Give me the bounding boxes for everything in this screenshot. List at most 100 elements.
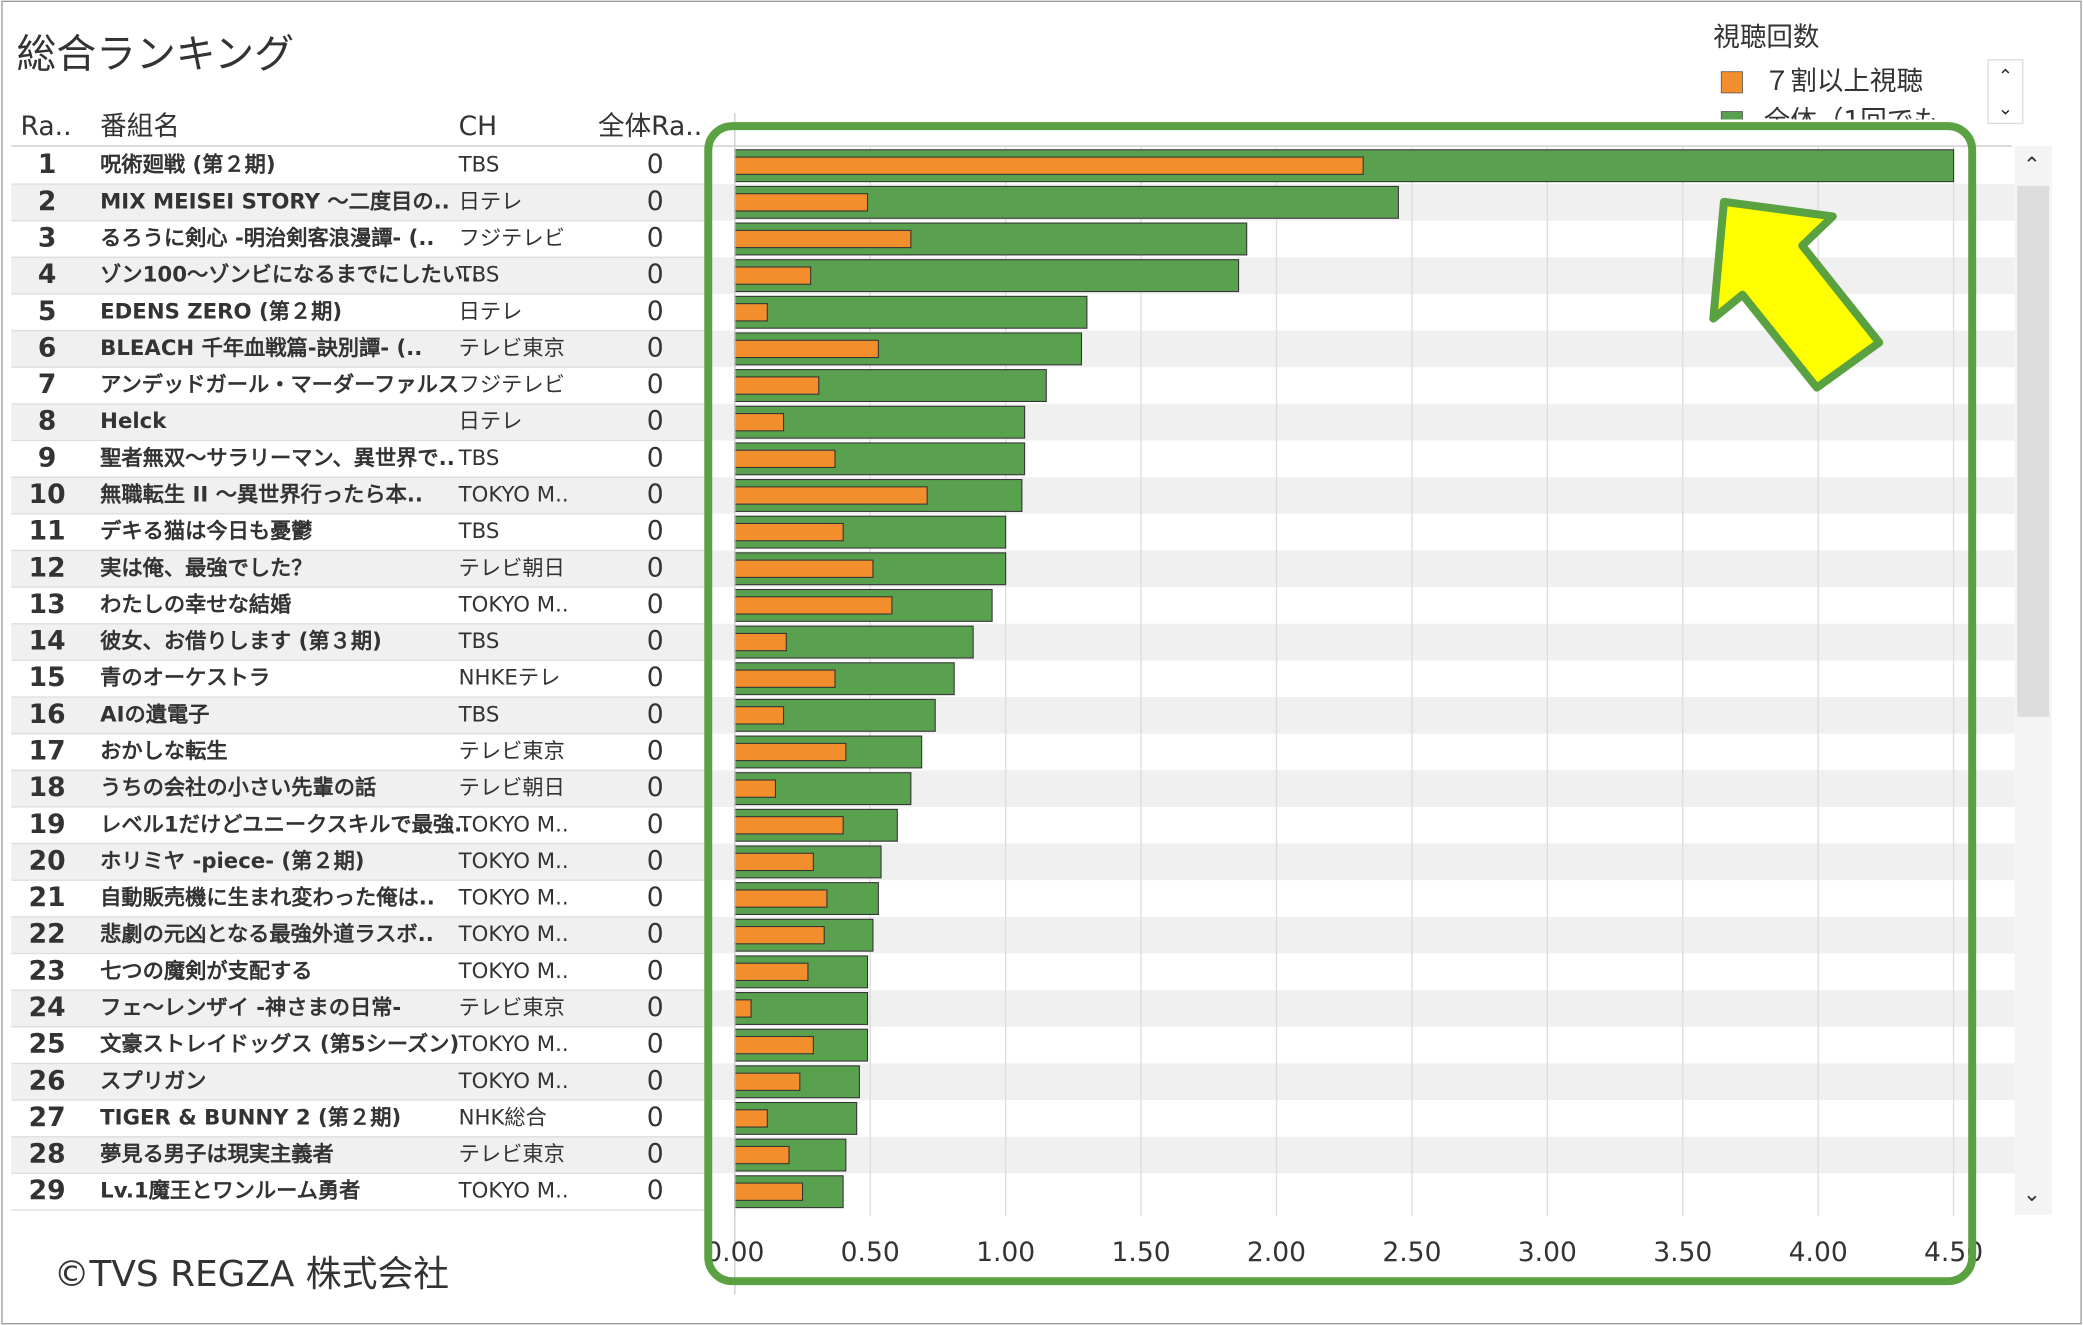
legend-label: 全体（1回でも [1764, 106, 1940, 137]
legend-swatch [1720, 71, 1743, 94]
bar [734, 816, 844, 835]
channel: TOKYO M.. [458, 1069, 569, 1094]
x-tick-label: 2.00 [1247, 1237, 1306, 1268]
column-header: 全体Ra.. [598, 111, 702, 142]
scroll-down-icon[interactable]: ⌄ [1998, 98, 2014, 119]
x-axis: 0.00 0.50 1.00 1.50 2.00 2.50 3.00 3.50 4.00 4.50 [705, 1237, 1983, 1268]
x-tick-label: 1.50 [1112, 1237, 1171, 1268]
rank: 7 [38, 369, 56, 400]
legend-label: ７割以上視聴 [1764, 66, 1923, 97]
x-tick-label: 3.00 [1518, 1237, 1577, 1268]
channel: TBS [458, 446, 500, 471]
program-name: レベル1だけどユニークスキルで最強.. [100, 812, 470, 837]
program-name: 聖者無双～サラリーマン、異世界で.. [100, 445, 455, 471]
rank: 12 [29, 552, 66, 583]
row-band [11, 916, 2015, 954]
channel: テレビ朝日 [459, 776, 565, 801]
bar [734, 1145, 790, 1165]
channel: テレビ朝日 [459, 556, 565, 581]
overall-rank: 0 [647, 882, 664, 913]
rank: 29 [29, 1175, 66, 1206]
overall-rank: 0 [647, 1139, 664, 1170]
overall-rank: 0 [647, 222, 664, 253]
rank: 14 [29, 626, 66, 657]
program-name: Lv.1魔王とワンルーム勇者 [100, 1178, 360, 1204]
overall-rank: 0 [647, 809, 664, 840]
bar [734, 889, 828, 908]
column-header: 番組名 [100, 111, 180, 142]
bar [734, 486, 928, 505]
channel: テレビ東京 [459, 995, 565, 1020]
program-name: 悲劇の元凶となる最強外道ラスボ.. [100, 921, 434, 947]
rank: 27 [29, 1102, 66, 1133]
overall-rank: 0 [647, 149, 664, 180]
overall-rank: 0 [647, 735, 664, 766]
x-tick-label: 0.00 [705, 1237, 764, 1268]
scroll-up-icon[interactable]: ⌃ [1998, 67, 2014, 88]
row-band [11, 843, 2015, 881]
channel: TOKYO M.. [458, 1179, 569, 1204]
bar [734, 926, 825, 945]
overall-rank: 0 [647, 369, 664, 400]
bar [734, 229, 912, 249]
legend-title: 視聴回数 [1713, 22, 1819, 53]
program-name: デキる猫は今日も憂鬱 [100, 518, 312, 544]
overall-rank: 0 [647, 186, 664, 217]
scroll-thumb[interactable] [2017, 185, 2050, 717]
rank: 3 [38, 222, 56, 253]
bar [734, 522, 844, 542]
row-band [11, 623, 2015, 661]
program-name: 呪術廻戦 (第２期) [100, 152, 275, 178]
legend-scroll[interactable] [1987, 59, 2024, 125]
scroll-down-icon[interactable]: ⌄ [2023, 1182, 2041, 1207]
bar [734, 295, 1088, 329]
channel: TBS [458, 702, 500, 727]
row-band [11, 990, 2015, 1027]
program-name: おかしな転生 [100, 738, 227, 764]
row-band [11, 1136, 2015, 1174]
x-tick-label: 3.50 [1653, 1237, 1712, 1268]
overall-rank: 0 [647, 296, 664, 327]
rank: 4 [38, 259, 56, 290]
program-name: スプリガン [100, 1069, 206, 1094]
scroll-up-icon[interactable]: ⌃ [2023, 153, 2041, 178]
program-name: ホリミヤ -piece- (第２期) [100, 848, 364, 874]
channel: 日テレ [459, 409, 523, 434]
channel: TOKYO M.. [458, 592, 569, 617]
program-name: AIの遺電子 [100, 702, 209, 727]
rank: 15 [29, 662, 66, 693]
bar [734, 193, 869, 212]
program-name: 文豪ストレイドッグス (第5シーズン) [100, 1031, 459, 1057]
bar [734, 992, 869, 1025]
rank: 28 [29, 1139, 66, 1170]
overall-rank: 0 [647, 1175, 664, 1206]
bar [734, 266, 812, 285]
channel: テレビ東京 [459, 1142, 565, 1167]
channel: テレビ東京 [459, 739, 565, 764]
program-name: アンデッドガール・マーダーファルス [100, 372, 459, 398]
rank: 26 [29, 1065, 66, 1096]
overall-rank: 0 [647, 479, 664, 510]
overall-rank: 0 [647, 1029, 664, 1060]
rank: 5 [38, 296, 56, 327]
program-name: 無職転生 II ～異世界行ったら本.. [100, 481, 423, 507]
program-name: わたしの幸せな結婚 [100, 591, 292, 617]
bar [734, 413, 785, 432]
channel: TOKYO M.. [458, 812, 569, 837]
program-name: 自動販売機に生まれ変わった俺は.. [100, 885, 435, 911]
overall-rank: 0 [647, 662, 664, 693]
program-name: BLEACH 千年血戦篇-訣別譚- (.. [100, 335, 422, 361]
bar [734, 449, 836, 468]
program-name: 実は俺、最強でした？ [100, 555, 312, 581]
bar [734, 376, 820, 395]
bar [734, 1109, 768, 1128]
channel: TBS [458, 263, 500, 288]
program-name: MIX MEISEI STORY ～二度目の.. [100, 188, 450, 214]
rank: 8 [38, 406, 56, 437]
row-band [11, 1063, 2015, 1101]
bar [734, 706, 785, 725]
x-tick-label: 1.00 [976, 1237, 1035, 1268]
bar [734, 1072, 801, 1091]
